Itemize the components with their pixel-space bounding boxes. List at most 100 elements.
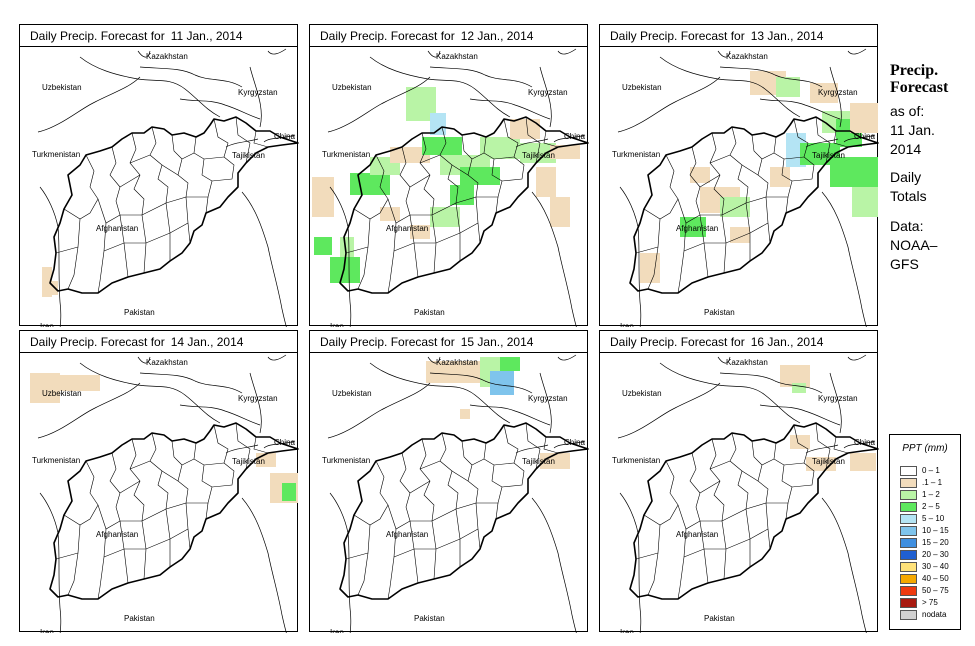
legend-label: > 75	[922, 598, 938, 607]
country-label-afghanistan: Afghanistan	[676, 530, 718, 539]
country-label-kazakhstan: Kazakhstan	[436, 358, 478, 367]
precip-cell	[460, 167, 500, 185]
country-label-afghanistan: Afghanistan	[96, 224, 138, 233]
country-label-kyrgyzstan: Kyrgyzstan	[818, 88, 858, 97]
country-label-kyrgyzstan: Kyrgyzstan	[238, 88, 278, 97]
country-label-kyrgyzstan: Kyrgyzstan	[238, 394, 278, 403]
country-label-kazakhstan: Kazakhstan	[726, 52, 768, 61]
country-label-iran: Iran	[620, 322, 634, 327]
precip-cell	[410, 225, 430, 239]
precip-cell	[480, 137, 520, 159]
legend-swatch	[900, 490, 917, 500]
precip-cells	[312, 87, 580, 283]
country-label-turkmenistan: Turkmenistan	[612, 150, 660, 159]
country-label-china: China	[274, 438, 295, 447]
legend-label: 2 – 5	[922, 502, 940, 511]
precip-cell	[790, 435, 810, 449]
legend-label: .1 – 1	[922, 478, 943, 487]
precip-cell	[426, 361, 496, 383]
precip-map: Uzbekistan Kazakhstan Kyrgyzstan China Turkm…	[322, 354, 589, 633]
precip-cell	[510, 119, 540, 139]
precip-cell	[850, 103, 878, 133]
precip-cell	[380, 207, 400, 221]
panel-title: Daily Precip. Forecast for 13 Jan., 2014	[600, 25, 877, 47]
precip-map: Uzbekistan Kazakhstan Kyrgyzstan China Turkm…	[612, 48, 879, 327]
ppt-legend: PPT (mm) 0 – 1 .1 – 1 1 – 2 2 – 5 5 – 10 10 –…	[889, 434, 961, 630]
country-label-kyrgyzstan: Kyrgyzstan	[528, 394, 568, 403]
country-label-kazakhstan: Kazakhstan	[146, 358, 188, 367]
precip-cell	[340, 237, 354, 257]
precip-cell	[30, 373, 60, 403]
panel-title: Daily Precip. Forecast for 16 Jan., 2014	[600, 331, 877, 353]
precip-cell	[640, 253, 660, 283]
precip-cell	[430, 113, 446, 135]
legend-swatch	[900, 574, 917, 584]
country-label-turkmenistan: Turkmenistan	[32, 150, 80, 159]
precip-cell	[450, 185, 474, 205]
country-label-kazakhstan: Kazakhstan	[436, 52, 478, 61]
precip-cell	[390, 147, 430, 163]
precip-cell	[536, 167, 556, 197]
country-label-afghanistan: Afghanistan	[676, 224, 718, 233]
country-label-tajikistan: Tajikistan	[232, 457, 265, 466]
country-label-afghanistan: Afghanistan	[96, 530, 138, 539]
legend-label: 15 – 20	[922, 538, 949, 547]
precip-map: Uzbekistan Kazakhstan Kyrgyzstan China Turkm…	[30, 354, 299, 633]
forecast-panel-1: Daily Precip. Forecast for 11 Jan., 2014 …	[19, 24, 299, 327]
precip-cell	[60, 375, 100, 391]
precip-map: Uzbekistan Kazakhstan Kyrgyzstan China Turkm…	[32, 48, 299, 327]
country-label-china: China	[854, 132, 875, 141]
country-label-iran: Iran	[40, 628, 54, 633]
precip-cell	[460, 409, 470, 419]
legend-swatch	[900, 502, 917, 512]
country-label-kazakhstan: Kazakhstan	[726, 358, 768, 367]
country-label-china: China	[274, 132, 295, 141]
country-label-uzbekistan: Uzbekistan	[42, 83, 82, 92]
country-label-afghanistan: Afghanistan	[386, 224, 428, 233]
legend-swatch	[900, 562, 917, 572]
country-label-iran: Iran	[620, 628, 634, 633]
country-label-pakistan: Pakistan	[414, 308, 445, 317]
country-label-uzbekistan: Uzbekistan	[332, 389, 372, 398]
forecast-panel-2: Daily Precip. Forecast for 12 Jan., 2014 …	[309, 24, 589, 327]
precip-cell	[792, 383, 806, 393]
precip-map: Uzbekistan Kazakhstan Kyrgyzstan China Turkm…	[612, 354, 879, 633]
country-label-turkmenistan: Turkmenistan	[612, 456, 660, 465]
legend-label: 1 – 2	[922, 490, 940, 499]
country-label-tajikistan: Tajikistan	[812, 457, 845, 466]
precip-cell	[810, 83, 838, 103]
country-label-tajikistan: Tajikistan	[522, 457, 555, 466]
country-label-turkmenistan: Turkmenistan	[322, 150, 370, 159]
precip-cell	[500, 357, 520, 371]
panel-title: Daily Precip. Forecast for 15 Jan., 2014	[310, 331, 587, 353]
country-label-uzbekistan: Uzbekistan	[42, 389, 82, 398]
precip-cell	[830, 157, 878, 187]
caption-heading: Precip. Forecast	[890, 62, 949, 96]
country-label-pakistan: Pakistan	[704, 614, 735, 623]
country-label-pakistan: Pakistan	[414, 614, 445, 623]
precip-cell	[550, 197, 570, 227]
precip-cell	[690, 167, 710, 183]
country-label-kyrgyzstan: Kyrgyzstan	[818, 394, 858, 403]
legend-swatch	[900, 526, 917, 536]
panel-title: Daily Precip. Forecast for 12 Jan., 2014	[310, 25, 587, 47]
legend-label: 30 – 40	[922, 562, 949, 571]
country-label-uzbekistan: Uzbekistan	[622, 389, 662, 398]
precip-map: Uzbekistan Kazakhstan Kyrgyzstan China Turkm…	[312, 48, 589, 327]
precip-cell	[680, 217, 706, 237]
precip-cell	[730, 227, 750, 243]
legend-swatch	[900, 598, 917, 608]
country-label-iran: Iran	[40, 322, 54, 327]
data-source: Data: NOAA– GFS	[890, 218, 938, 272]
country-label-afghanistan: Afghanistan	[386, 530, 428, 539]
precip-cell	[780, 365, 810, 387]
precip-cell	[852, 187, 878, 217]
country-label-pakistan: Pakistan	[704, 308, 735, 317]
precip-cell	[314, 237, 332, 255]
country-label-china: China	[854, 438, 875, 447]
precip-cell	[430, 207, 460, 227]
forecast-panel-5: Daily Precip. Forecast for 15 Jan., 2014 …	[309, 330, 589, 633]
precip-cell	[490, 371, 514, 395]
legend-label: 50 – 75	[922, 586, 949, 595]
legend-label: 20 – 30	[922, 550, 949, 559]
